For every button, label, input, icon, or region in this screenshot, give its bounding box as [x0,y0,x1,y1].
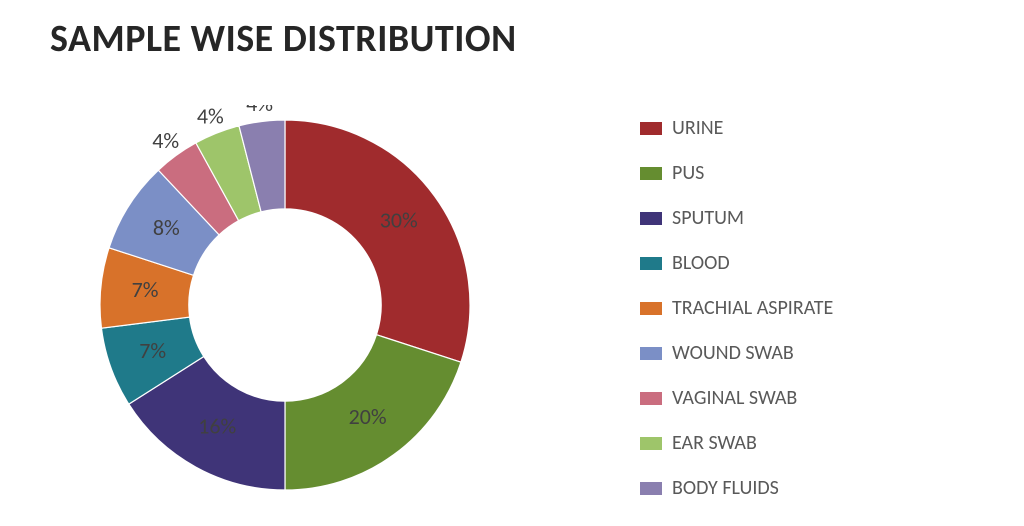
chart-legend: URINE PUS SPUTUM BLOOD TRACHIAL ASPIRATE WOUN… [640,116,833,521]
legend-label: WOUND SWAB [672,341,794,365]
legend-item: PUS [640,161,833,185]
slice-label: 30% [380,207,418,234]
slice-label: 8% [153,214,180,241]
legend-label: VAGINAL SWAB [672,386,797,410]
legend-item: TRACHIAL ASPIRATE [640,296,833,320]
legend-swatch [640,482,662,495]
slice-label: 20% [349,403,387,430]
slice-label: 7% [139,337,166,364]
legend-label: BLOOD [672,251,730,275]
legend-label: URINE [672,116,723,140]
legend-item: VAGINAL SWAB [640,386,833,410]
legend-label: TRACHIAL ASPIRATE [672,296,833,320]
doughnut-chart: 30% 20% 16% 7% 7% 8% 4% 4% 4% [60,105,490,500]
legend-item: URINE [640,116,833,140]
legend-label: EAR SWAB [672,431,757,455]
legend-label: PUS [672,161,704,185]
legend-label: BODY FLUIDS [672,476,779,500]
legend-item: SPUTUM [640,206,833,230]
legend-swatch [640,212,662,225]
legend-swatch [640,392,662,405]
donut-slice [285,120,470,362]
legend-label: SPUTUM [672,206,744,230]
legend-item: BODY FLUIDS [640,476,833,500]
chart-title: SAMPLE WISE DISTRIBUTION [50,16,517,62]
legend-item: WOUND SWAB [640,341,833,365]
slice-label: 4% [152,127,179,154]
slice-label: 7% [132,276,159,303]
legend-swatch [640,257,662,270]
legend-swatch [640,122,662,135]
legend-item: EAR SWAB [640,431,833,455]
legend-item: BLOOD [640,251,833,275]
legend-swatch [640,167,662,180]
slice-label: 4% [246,105,273,117]
legend-swatch [640,437,662,450]
slice-label: 4% [197,105,224,130]
legend-swatch [640,302,662,315]
legend-swatch [640,347,662,360]
slice-label: 16% [198,412,236,439]
